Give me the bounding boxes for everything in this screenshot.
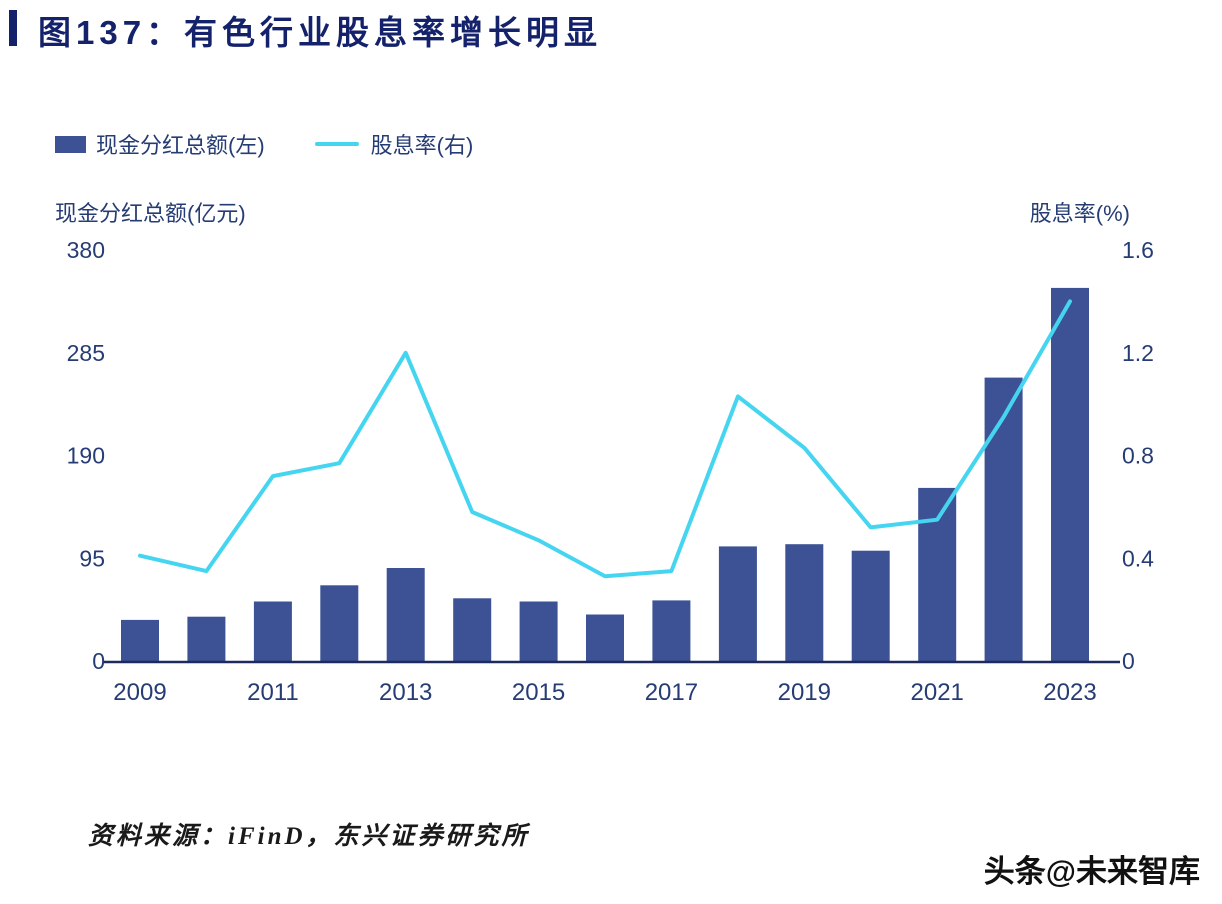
dividend-bar-2019 bbox=[785, 544, 824, 661]
dividend-bar-2023 bbox=[1051, 287, 1089, 661]
dividend-bar-2010 bbox=[187, 616, 226, 661]
source-note: 资料来源：iFinD，东兴证券研究所 bbox=[88, 823, 530, 850]
dividend-bar-2020 bbox=[851, 550, 890, 661]
dividend-bar-2012 bbox=[320, 585, 359, 661]
dividend-bar-2018 bbox=[718, 546, 757, 661]
watermark: 头条@未来智库 bbox=[983, 854, 1200, 889]
right-tick-label-3: 1.2 bbox=[1122, 340, 1154, 366]
dividend-bar-2014 bbox=[453, 598, 492, 661]
x-tick-label-2013: 2013 bbox=[379, 679, 432, 706]
chart-legend: 现金分红总额(左) 股息率(右) bbox=[55, 127, 473, 161]
title-accent-bar bbox=[9, 10, 17, 46]
x-tick-label-2021: 2021 bbox=[911, 679, 964, 706]
x-tick-label-2011: 2011 bbox=[247, 679, 299, 706]
right-tick-label-2: 0.8 bbox=[1122, 443, 1154, 469]
right-tick-label-0: 0 bbox=[1122, 648, 1135, 674]
dividend-bar-2016 bbox=[586, 614, 624, 661]
right-tick-label-4: 1.6 bbox=[1122, 237, 1154, 263]
x-tick-label-2015: 2015 bbox=[512, 679, 565, 706]
dividend-bar-2021 bbox=[918, 487, 957, 661]
legend-bar-swatch-icon bbox=[55, 135, 86, 153]
legend-line-label: 股息率(右) bbox=[370, 133, 474, 158]
left-tick-label-0: 0 bbox=[92, 648, 105, 674]
dividend-bar-2017 bbox=[652, 600, 691, 661]
dividend-bar-2015 bbox=[519, 601, 558, 661]
left-tick-label-1: 95 bbox=[79, 545, 105, 571]
legend-line-swatch-icon bbox=[314, 142, 359, 146]
left-axis-title: 现金分红总额(亿元) bbox=[55, 201, 246, 226]
x-tick-label-2009: 2009 bbox=[113, 679, 166, 706]
right-tick-label-1: 0.4 bbox=[1122, 545, 1154, 571]
dividend-bar-2022 bbox=[984, 377, 1023, 661]
left-tick-label-4: 380 bbox=[67, 237, 105, 263]
figure-title: 图137：有色行业股息率增长明显 bbox=[38, 14, 603, 51]
x-tick-label-2023: 2023 bbox=[1043, 679, 1096, 706]
dividend-bar-2009 bbox=[121, 619, 159, 661]
x-tick-label-2017: 2017 bbox=[645, 679, 698, 706]
dividend-bar-2013 bbox=[386, 568, 425, 661]
yield-line bbox=[138, 299, 1072, 579]
legend-bar-label: 现金分红总额(左) bbox=[96, 133, 265, 158]
left-tick-label-3: 285 bbox=[67, 340, 105, 366]
dividend-bar-2011 bbox=[253, 601, 292, 661]
x-tick-label-2019: 2019 bbox=[778, 679, 831, 706]
left-tick-label-2: 190 bbox=[67, 443, 105, 469]
right-axis-title: 股息率(%) bbox=[1029, 201, 1130, 226]
